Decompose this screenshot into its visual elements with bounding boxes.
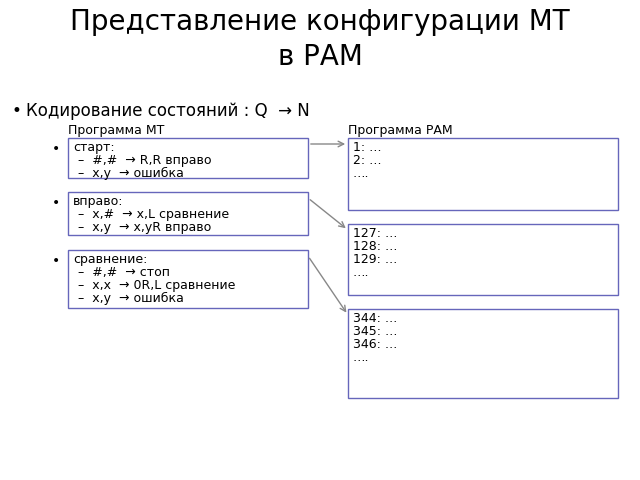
Text: –  x,y  → ошибка: – x,y → ошибка bbox=[78, 292, 184, 305]
FancyBboxPatch shape bbox=[68, 192, 308, 235]
FancyBboxPatch shape bbox=[348, 224, 618, 295]
FancyBboxPatch shape bbox=[348, 138, 618, 210]
Text: –  x,x  → 0R,L сравнение: – x,x → 0R,L сравнение bbox=[78, 279, 236, 292]
Text: –  x,#  → x,L сравнение: – x,# → x,L сравнение bbox=[78, 208, 229, 221]
Text: Представление конфигурации МТ
в РАМ: Представление конфигурации МТ в РАМ bbox=[70, 8, 570, 71]
Text: старт:: старт: bbox=[73, 141, 115, 154]
Text: –  #,#  → стоп: – #,# → стоп bbox=[78, 266, 170, 279]
Text: •: • bbox=[12, 102, 22, 120]
Text: 128: …: 128: … bbox=[353, 240, 397, 253]
Text: –  #,#  → R,R вправо: – #,# → R,R вправо bbox=[78, 154, 211, 167]
Text: •: • bbox=[52, 196, 60, 210]
Text: сравнение:: сравнение: bbox=[73, 253, 147, 266]
Text: ….: …. bbox=[353, 167, 369, 180]
Text: –  x,y  → ошибка: – x,y → ошибка bbox=[78, 167, 184, 180]
Text: Программа РАМ: Программа РАМ bbox=[348, 124, 452, 137]
FancyBboxPatch shape bbox=[348, 309, 618, 398]
Text: 344: …: 344: … bbox=[353, 312, 397, 325]
Text: –  x,y  → x,yR вправо: – x,y → x,yR вправо bbox=[78, 221, 211, 234]
Text: 127: …: 127: … bbox=[353, 227, 397, 240]
FancyBboxPatch shape bbox=[68, 138, 308, 178]
Text: 346: …: 346: … bbox=[353, 338, 397, 351]
Text: 129: …: 129: … bbox=[353, 253, 397, 266]
Text: вправо:: вправо: bbox=[73, 195, 124, 208]
FancyBboxPatch shape bbox=[68, 250, 308, 308]
Text: Кодирование состояний : Q  → N: Кодирование состояний : Q → N bbox=[26, 102, 310, 120]
Text: ….: …. bbox=[353, 266, 369, 279]
Text: Программа МТ: Программа МТ bbox=[68, 124, 164, 137]
Text: 1: …: 1: … bbox=[353, 141, 381, 154]
Text: •: • bbox=[52, 254, 60, 268]
Text: 2: …: 2: … bbox=[353, 154, 381, 167]
Text: •: • bbox=[52, 142, 60, 156]
Text: 345: …: 345: … bbox=[353, 325, 397, 338]
Text: ….: …. bbox=[353, 351, 369, 364]
